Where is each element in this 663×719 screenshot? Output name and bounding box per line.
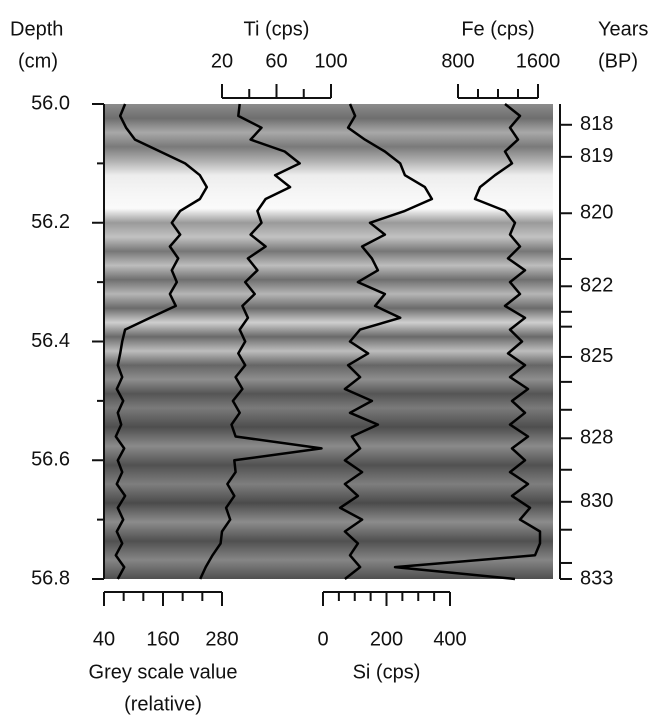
y2-title: (BP) xyxy=(598,50,638,72)
y2-tick-label: 825 xyxy=(580,345,613,367)
y2-tick-label: 820 xyxy=(580,202,613,224)
x-tick-label: 20 xyxy=(211,50,233,72)
core-image xyxy=(104,104,553,579)
x-tick-label: 0 xyxy=(317,628,328,650)
x-tick-label: 400 xyxy=(433,628,466,650)
y2-tick-label: 822 xyxy=(580,275,613,297)
y-tick-label: 56.6 xyxy=(31,449,70,471)
y-tick-label: 56.8 xyxy=(31,567,70,589)
y-tick-label: 56.4 xyxy=(31,330,70,352)
x-tick-label: 160 xyxy=(146,628,179,650)
axis-title: Si (cps) xyxy=(353,661,421,683)
y2-tick-label: 819 xyxy=(580,145,613,167)
y2-title: Years xyxy=(598,18,648,40)
data-line xyxy=(114,103,209,580)
data-line xyxy=(199,103,323,580)
y-title: Depth xyxy=(10,18,63,40)
y-title: (cm) xyxy=(18,50,58,72)
y2-tick-label: 833 xyxy=(580,567,613,589)
axis-subtitle: (relative) xyxy=(124,693,202,715)
x-tick-label: 280 xyxy=(205,628,238,650)
x-tick-label: 40 xyxy=(93,628,115,650)
x-tick-label: 1600 xyxy=(516,50,561,72)
y2-tick-label: 830 xyxy=(580,490,613,512)
x-tick-label: 100 xyxy=(314,50,347,72)
data-line xyxy=(393,103,542,581)
x-tick-label: 60 xyxy=(265,50,287,72)
axis-title: Fe (cps) xyxy=(461,18,534,40)
data-line xyxy=(338,103,434,580)
y2-tick-label: 828 xyxy=(580,427,613,449)
x-tick-label: 800 xyxy=(441,50,474,72)
y2-tick-label: 818 xyxy=(580,113,613,135)
axis-title: Ti (cps) xyxy=(244,18,310,40)
axis-title: Grey scale value xyxy=(89,661,238,683)
x-tick-label: 200 xyxy=(370,628,403,650)
y-tick-label: 56.2 xyxy=(31,211,70,233)
y-tick-label: 56.0 xyxy=(31,92,70,114)
